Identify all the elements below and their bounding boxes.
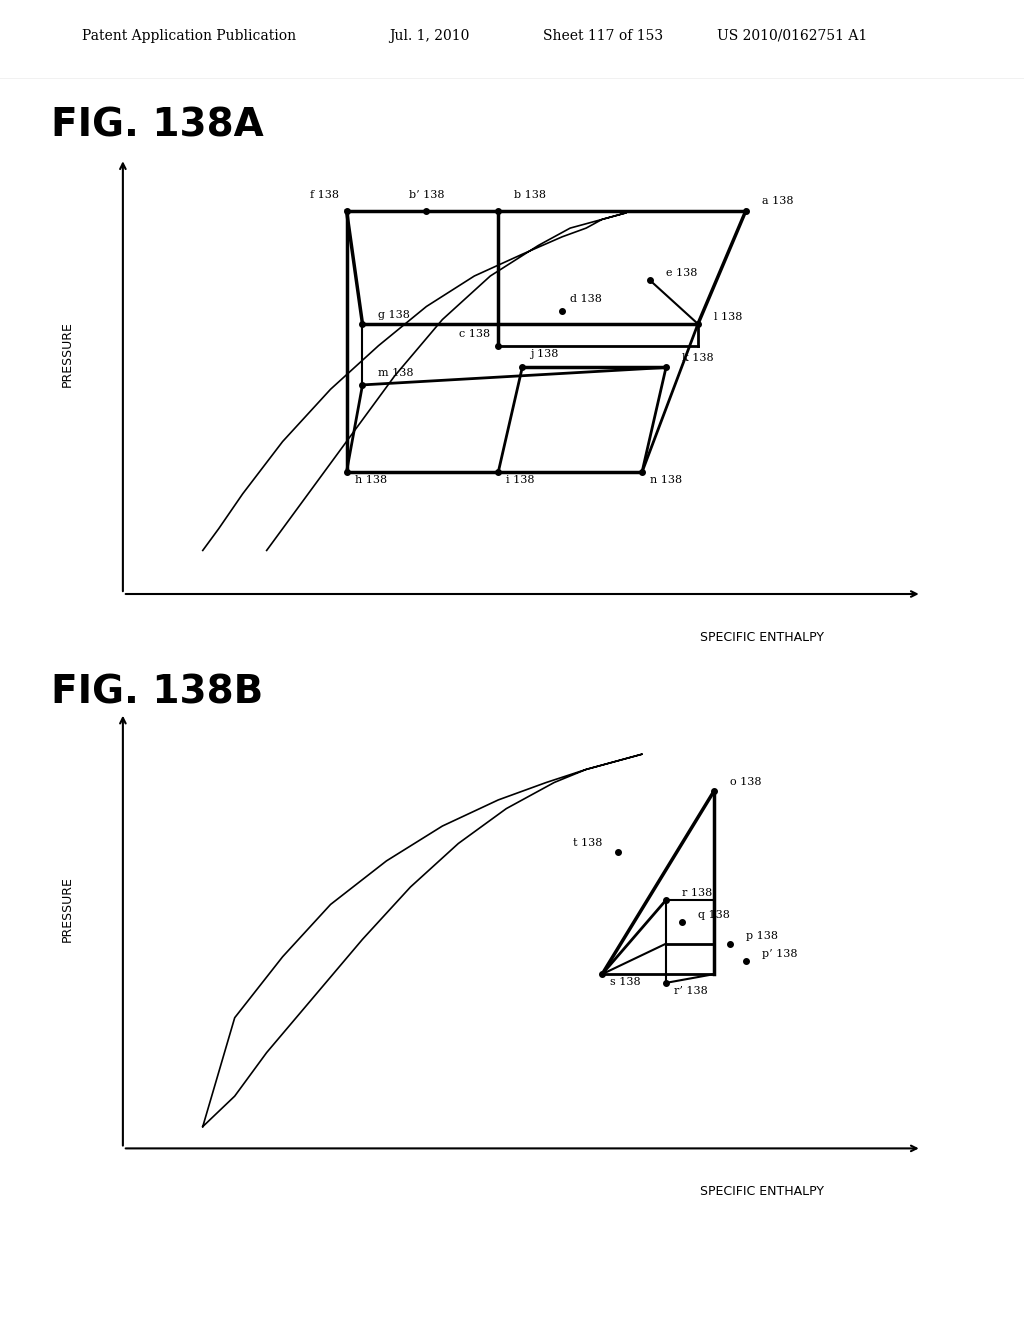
Text: i 138: i 138 <box>506 475 535 484</box>
Text: m 138: m 138 <box>379 368 414 379</box>
Text: l 138: l 138 <box>714 312 742 322</box>
Text: p’ 138: p’ 138 <box>762 949 798 958</box>
Text: d 138: d 138 <box>570 294 602 305</box>
Text: b 138: b 138 <box>514 190 546 199</box>
Text: r’ 138: r’ 138 <box>674 986 708 995</box>
Text: Patent Application Publication: Patent Application Publication <box>82 29 296 42</box>
Text: r 138: r 138 <box>682 888 713 898</box>
Text: Sheet 117 of 153: Sheet 117 of 153 <box>543 29 663 42</box>
Text: p 138: p 138 <box>745 932 778 941</box>
Text: h 138: h 138 <box>354 475 387 484</box>
Text: j 138: j 138 <box>530 348 559 359</box>
Text: c 138: c 138 <box>459 329 490 339</box>
Text: SPECIFIC ENTHALPY: SPECIFIC ENTHALPY <box>699 631 824 644</box>
Text: PRESSURE: PRESSURE <box>60 876 74 941</box>
Text: k 138: k 138 <box>682 354 714 363</box>
Text: f 138: f 138 <box>309 190 339 199</box>
Text: Jul. 1, 2010: Jul. 1, 2010 <box>389 29 469 42</box>
Text: e 138: e 138 <box>666 268 697 279</box>
Text: s 138: s 138 <box>610 977 641 987</box>
Text: PRESSURE: PRESSURE <box>60 322 74 387</box>
Text: b’ 138: b’ 138 <box>409 190 444 199</box>
Text: g 138: g 138 <box>379 310 411 319</box>
Text: q 138: q 138 <box>698 909 730 920</box>
Text: a 138: a 138 <box>762 197 794 206</box>
Text: FIG. 138A: FIG. 138A <box>51 107 264 144</box>
Text: t 138: t 138 <box>572 838 602 847</box>
Text: US 2010/0162751 A1: US 2010/0162751 A1 <box>717 29 867 42</box>
Text: n 138: n 138 <box>650 475 682 484</box>
Text: SPECIFIC ENTHALPY: SPECIFIC ENTHALPY <box>699 1185 824 1199</box>
Text: FIG. 138B: FIG. 138B <box>51 675 263 711</box>
Text: o 138: o 138 <box>730 777 762 787</box>
